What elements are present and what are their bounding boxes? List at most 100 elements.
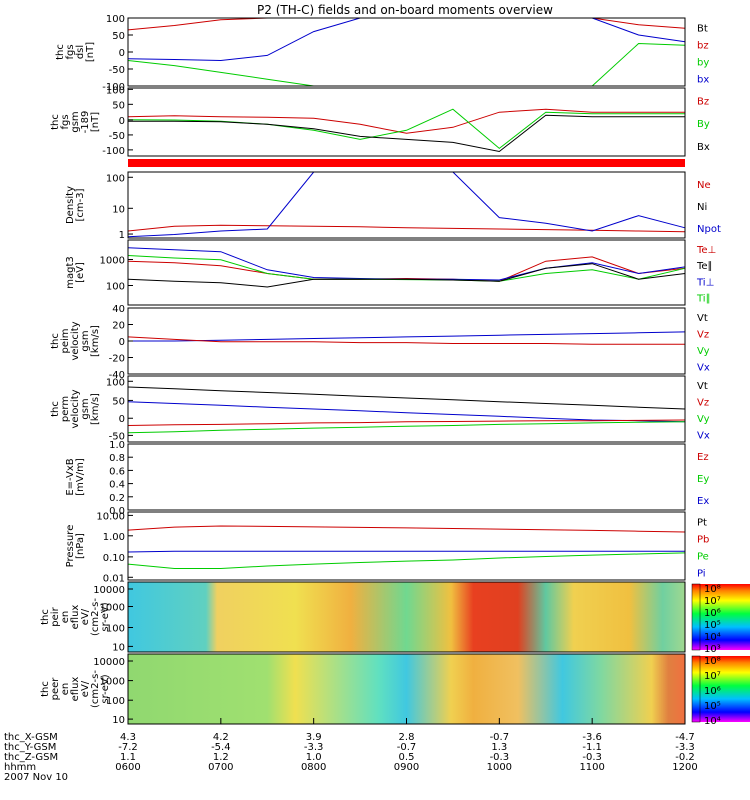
colorbar-tick-label: 10⁷ [704,671,721,682]
footer-value: -7.2 [118,742,138,753]
y-axis-label: Pressure [65,525,76,568]
series-line-fgs_gsm-By [127,108,685,150]
y-axis-label: thc [50,333,61,349]
series-line-pressure-Pb [127,525,686,533]
ytick-label: 0.10 [103,553,125,564]
peim_vel-plot-bg [128,308,685,374]
ytick-label: 0.01 [103,573,125,584]
y-axis-label: magt3 [65,256,76,289]
y-axis-label: -189 [80,111,91,134]
panel-density: 100 10 1 Density [cm-3] Ne Ni Npot [65,171,721,241]
fgs_gsm-frame [127,87,686,157]
y-axis-label: [nT] [85,42,96,62]
colorbar-tick-label: 10³ [704,644,721,655]
y-axis-label: gsm [70,111,81,132]
ytick-label: 10 [112,642,125,653]
ytick-label: 1.00 [103,532,125,543]
y-axis-label: thc [50,114,61,130]
legend-Pi: Pi [697,568,706,579]
ytick-label: 10 [112,204,125,215]
legend-Bt: Bt [697,23,708,34]
ytick-label: 40 [112,304,125,315]
panel-pressure: 10.00 1.00 0.10 0.01 Pressure [nPa] Pt Pb Pe Pi [65,511,709,584]
series-line-temp-Te∥ [127,263,686,288]
footer-value: 0.5 [399,752,415,763]
y-axis-label: thc [55,44,66,60]
y-axis-label: eflux [70,677,81,702]
ytick-label: 1000 [100,603,125,614]
y-axis-label: velocity [70,321,81,360]
y-axis-label: velocity [70,389,81,428]
ytick-label: 100 [106,14,125,25]
ytick-label: -20 [109,354,125,365]
legend-By: By [697,119,710,130]
panel-fgs_gsm: 100 50 0 -50 -100 thc fgs gsm -189 [nT] Bz By Bx [50,85,710,157]
ytick-label: -50 [109,131,125,142]
peir-frame [127,581,686,653]
y-axis-label: fgs [65,44,76,59]
footer-date: 2007 Nov 10 [4,772,68,783]
peir-spectrogram [128,582,685,652]
y-axis-label: eflux [70,605,81,630]
footer-value: -1.1 [582,742,602,753]
legend-Ni: Ni [697,202,707,213]
ytick-label: 0 [119,414,125,425]
panel-peim_vel: 40 20 0 -20 -40 thc peim velocity gsm [km/s] Vt Vz V… [50,304,710,381]
ytick-label: 100 [106,624,125,635]
density-frame [127,171,686,239]
legend-Vt: Vt [697,381,708,392]
y-axis-label: fgs [60,114,71,129]
legend-bx: bx [697,74,709,85]
footer-value: 1.3 [491,742,507,753]
legend-Ti⊥: Ti⊥ [696,277,714,288]
footer-row-label: thc_Y-GSM [4,742,56,753]
ytick-label: 0 [119,116,125,127]
ytick-label: -50 [109,65,125,76]
fgs_dsl-plot-bg [128,18,685,86]
footer-value: 0900 [394,762,419,773]
footer-value: -0.7 [397,742,417,753]
legend-Vz: Vz [697,330,709,341]
legend-by: by [697,57,709,68]
colorbar-tick-label: 10⁷ [704,596,721,607]
ytick-label: 0.4 [109,480,125,491]
legend-Ti∥: Ti∥ [696,294,711,305]
footer-row-label: hhmm [4,762,36,773]
colorbar-tick-label: 10⁸ [704,584,721,595]
footer-value: -0.7 [490,732,510,743]
ytick-label: 50 [112,100,125,111]
colorbar-tick-label: 10⁴ [704,716,721,727]
panel-fgs_dsl: 100 50 0 -50 -100 thc fgs dsl [nT] Bt bz by bx [55,14,709,93]
y-axis-label: [km/s] [90,325,101,357]
panel-temp: 1000 100 magt3 [eV] Te⊥ Te∥ Ti⊥ Ti∥ [65,239,716,306]
footer-value: -4.7 [675,732,695,743]
ytick-label: 0.2 [109,493,125,504]
legend-Pb: Pb [697,534,709,545]
pressure-plot-bg [128,512,685,580]
y-axis-label: peim [60,328,71,353]
footer-value: -3.3 [675,742,695,753]
footer-row-label: thc_X-GSM [4,732,58,743]
footer-value: 0700 [208,762,233,773]
legend-Te∥: Te∥ [696,261,713,272]
ytick-label: 20 [112,321,125,332]
peir-colorbar-frame [691,583,701,651]
efield-frame [127,443,686,511]
legend-Vx: Vx [697,363,710,374]
legend-Pt: Pt [697,517,707,528]
legend-Npot: Npot [697,224,721,235]
ytick-label: 0 [119,337,125,348]
footer-value: -3.3 [304,742,324,753]
legend-Ne: Ne [697,180,711,191]
series-line-density-Ne [127,224,686,233]
footer-value: 4.3 [120,732,136,743]
y-axis-label: en [60,611,71,624]
footer-value: -0.2 [675,752,695,763]
legend-Ex: Ex [697,496,709,507]
panel-perm_vel: 100 50 0 -50 thc perm velocity gsm [km/s] Vt Vz Vy V… [50,375,710,443]
ytick-label: 10000 [93,585,125,596]
peer-colorbar-frame [691,655,701,723]
ytick-label: 100 [106,85,125,96]
y-axis-label: (cm2-s- [90,670,101,708]
density-plot-bg [128,172,685,238]
